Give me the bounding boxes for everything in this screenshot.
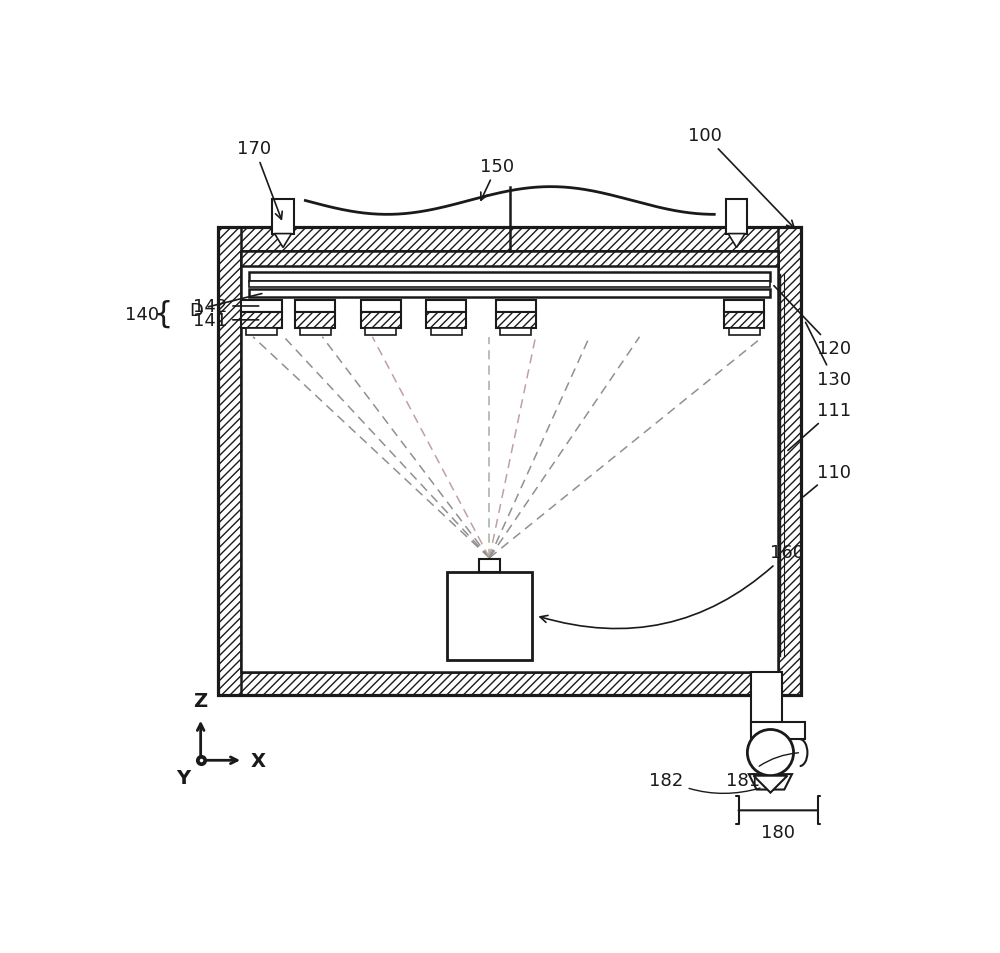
Polygon shape: [749, 775, 792, 790]
Bar: [426, 300, 466, 313]
Text: Y: Y: [176, 768, 190, 787]
Bar: [218, 672, 801, 695]
Bar: [295, 313, 335, 328]
Bar: [272, 200, 294, 234]
Bar: [249, 273, 770, 282]
Text: 140: 140: [125, 305, 159, 323]
Text: D: D: [189, 294, 262, 319]
Bar: [249, 282, 770, 288]
Text: X: X: [251, 751, 266, 770]
Polygon shape: [275, 234, 292, 248]
Bar: [365, 328, 396, 335]
Text: 182: 182: [649, 771, 760, 794]
Text: 130: 130: [806, 323, 851, 389]
Bar: [218, 228, 241, 695]
Text: 141: 141: [193, 312, 259, 330]
Bar: [724, 313, 764, 328]
Bar: [361, 313, 401, 328]
Text: 111: 111: [788, 401, 851, 451]
Bar: [500, 328, 531, 335]
Text: Z: Z: [194, 692, 208, 711]
Bar: [361, 300, 401, 313]
Bar: [218, 228, 801, 695]
Text: {: {: [153, 300, 172, 329]
Bar: [431, 328, 462, 335]
Bar: [246, 328, 277, 335]
Bar: [778, 228, 801, 695]
Bar: [496, 313, 536, 328]
Text: 150: 150: [480, 157, 514, 201]
Bar: [218, 228, 801, 252]
Text: 180: 180: [761, 822, 795, 841]
Bar: [751, 722, 805, 739]
Bar: [300, 328, 331, 335]
Bar: [729, 328, 760, 335]
Circle shape: [747, 730, 794, 776]
Bar: [295, 300, 335, 313]
Bar: [241, 252, 778, 672]
Bar: [241, 313, 282, 328]
Bar: [496, 300, 536, 313]
Bar: [249, 290, 770, 297]
Text: 142: 142: [193, 297, 259, 315]
Text: 170: 170: [237, 140, 282, 220]
Text: 110: 110: [803, 463, 851, 497]
Bar: [426, 313, 466, 328]
Text: 181: 181: [726, 753, 798, 789]
Bar: [447, 572, 532, 660]
Bar: [479, 559, 500, 572]
Bar: [724, 300, 764, 313]
Polygon shape: [728, 234, 745, 248]
Bar: [726, 200, 747, 234]
Bar: [241, 252, 778, 672]
Text: 120: 120: [774, 286, 851, 358]
Bar: [241, 252, 778, 267]
Text: 100: 100: [688, 127, 794, 229]
Bar: [241, 300, 282, 313]
Bar: [751, 672, 782, 730]
Text: 160: 160: [540, 544, 804, 629]
Polygon shape: [754, 776, 787, 793]
